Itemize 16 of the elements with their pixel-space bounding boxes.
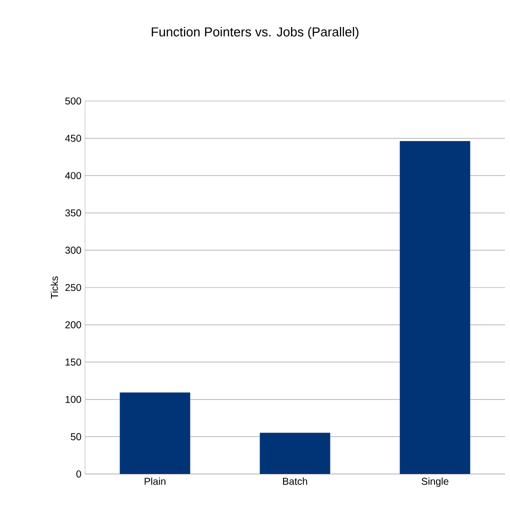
y-tick-label: 300 <box>65 246 82 254</box>
y-axis-title: Ticks <box>50 276 58 299</box>
y-tick-label: 250 <box>65 284 82 292</box>
y-tick-label: 350 <box>65 209 82 216</box>
x-tick-label: Batch <box>283 478 308 485</box>
y-tick-label: 150 <box>66 358 82 366</box>
y-tick-label: 100 <box>66 396 82 403</box>
y-tick-label: 50 <box>70 433 82 440</box>
chart-title: Function Pointers vs. Jobs (Parallel) <box>152 26 358 40</box>
y-tick-label: 0 <box>76 470 82 478</box>
x-tick-label: Plain <box>144 478 166 485</box>
y-tick-label: 450 <box>65 134 82 142</box>
y-tick-label: 500 <box>65 97 82 105</box>
x-tick-label: Single <box>422 478 448 487</box>
y-tick-label: 200 <box>65 321 82 328</box>
y-tick-label: 400 <box>65 172 82 180</box>
